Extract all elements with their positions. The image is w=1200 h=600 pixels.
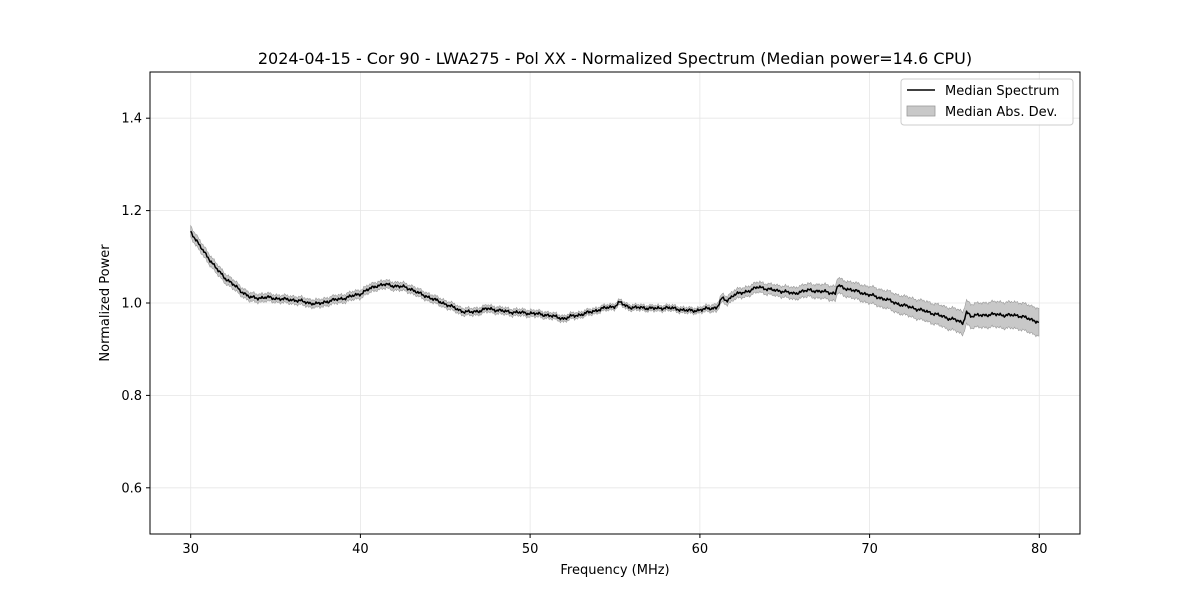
median-spectrum-line	[190, 230, 1039, 326]
x-tick-label: 70	[861, 542, 878, 557]
mad-band-layer	[190, 224, 1040, 338]
y-tick-label: 1.2	[121, 204, 142, 219]
legend-band-swatch	[906, 105, 936, 117]
x-tick-label: 80	[1031, 542, 1048, 557]
legend-label-mad: Median Abs. Dev.	[945, 105, 1057, 120]
x-tick-label: 40	[352, 542, 369, 557]
mad-band	[190, 224, 1040, 338]
legend-box	[900, 78, 1074, 126]
x-axis-label: Frequency (MHz)	[560, 563, 669, 578]
x-tick-label: 60	[692, 542, 709, 557]
legend-label-median-spectrum: Median Spectrum	[945, 84, 1059, 99]
x-tick-label: 50	[522, 542, 539, 557]
y-tick-label: 0.6	[121, 481, 142, 496]
x-axis: 30 40 50 60 70 80	[182, 534, 1048, 557]
legend: Median Spectrum Median Abs. Dev.	[900, 78, 1074, 126]
y-tick-label: 1.0	[121, 297, 142, 312]
chart-title: 2024-04-15 - Cor 90 - LWA275 - Pol XX - …	[258, 49, 972, 68]
y-tick-label: 1.4	[121, 112, 142, 127]
y-tick-label: 0.8	[121, 389, 142, 404]
y-axis-label: Normalized Power	[98, 244, 113, 362]
median-line-layer	[190, 230, 1039, 326]
x-tick-label: 30	[182, 542, 199, 557]
y-axis: 0.6 0.8 1.0 1.2 1.4	[121, 112, 150, 496]
